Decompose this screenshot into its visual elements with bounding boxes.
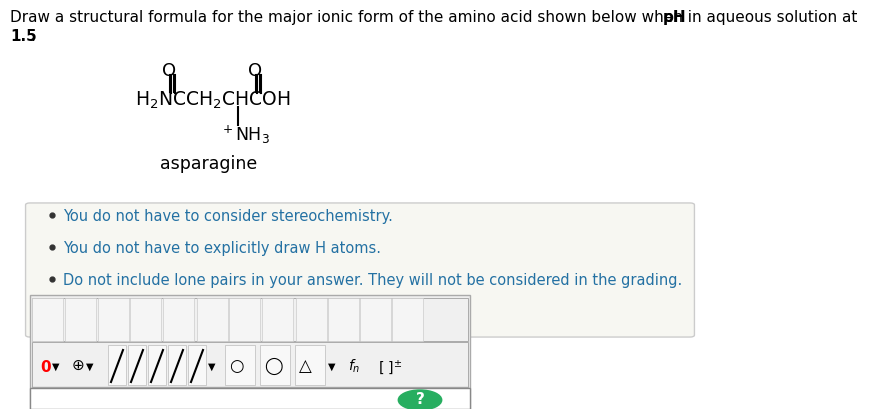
Bar <box>296 298 327 341</box>
Text: ▼: ▼ <box>52 362 59 372</box>
Text: ▼: ▼ <box>208 362 216 372</box>
Text: $f_n$: $f_n$ <box>348 358 361 375</box>
Bar <box>32 298 63 341</box>
Bar <box>392 298 423 341</box>
Text: You do not have to explicitly draw H atoms.: You do not have to explicitly draw H ato… <box>63 241 381 256</box>
Text: 1.5: 1.5 <box>10 29 36 44</box>
Bar <box>98 298 129 341</box>
Text: You do not have to consider stereochemistry.: You do not have to consider stereochemis… <box>63 209 392 224</box>
Bar <box>30 388 470 409</box>
Text: O: O <box>162 62 176 80</box>
Bar <box>260 345 290 385</box>
Text: pH: pH <box>663 10 686 25</box>
Text: .: . <box>30 29 35 44</box>
Bar <box>168 345 186 385</box>
Bar <box>130 298 161 341</box>
Bar <box>188 345 206 385</box>
Bar <box>32 387 468 409</box>
Bar <box>108 345 126 385</box>
Bar <box>225 345 255 385</box>
Bar <box>128 345 146 385</box>
Text: ◯: ◯ <box>264 357 282 375</box>
Bar <box>30 295 470 409</box>
Bar <box>229 298 260 341</box>
Bar <box>148 345 166 385</box>
Text: △: △ <box>299 357 312 375</box>
Text: O: O <box>248 62 262 80</box>
Bar <box>32 298 468 341</box>
Bar <box>32 342 468 388</box>
FancyBboxPatch shape <box>26 203 694 337</box>
Bar <box>295 345 325 385</box>
Bar <box>360 298 391 341</box>
Text: ▼: ▼ <box>86 362 93 372</box>
Bar <box>197 298 228 341</box>
Circle shape <box>399 390 441 409</box>
Text: Do not include lone pairs in your answer. They will not be considered in the gra: Do not include lone pairs in your answer… <box>63 273 682 288</box>
Bar <box>65 298 96 341</box>
Text: ▼: ▼ <box>328 362 336 372</box>
Text: Draw a structural formula for the major ionic form of the amino acid shown below: Draw a structural formula for the major … <box>10 10 862 25</box>
Text: ?: ? <box>416 393 424 407</box>
Text: 0: 0 <box>40 360 51 375</box>
Bar <box>328 298 359 341</box>
Text: [ ]$^{\pm}$: [ ]$^{\pm}$ <box>378 358 402 377</box>
Bar <box>262 298 293 341</box>
Text: H$_2$NCCH$_2$CHCOH: H$_2$NCCH$_2$CHCOH <box>135 90 291 111</box>
Text: ○: ○ <box>229 357 243 375</box>
Text: asparagine: asparagine <box>160 155 258 173</box>
Text: $^+$NH$_3$: $^+$NH$_3$ <box>220 124 270 146</box>
Bar <box>163 298 194 341</box>
Text: ⊕: ⊕ <box>72 358 84 373</box>
